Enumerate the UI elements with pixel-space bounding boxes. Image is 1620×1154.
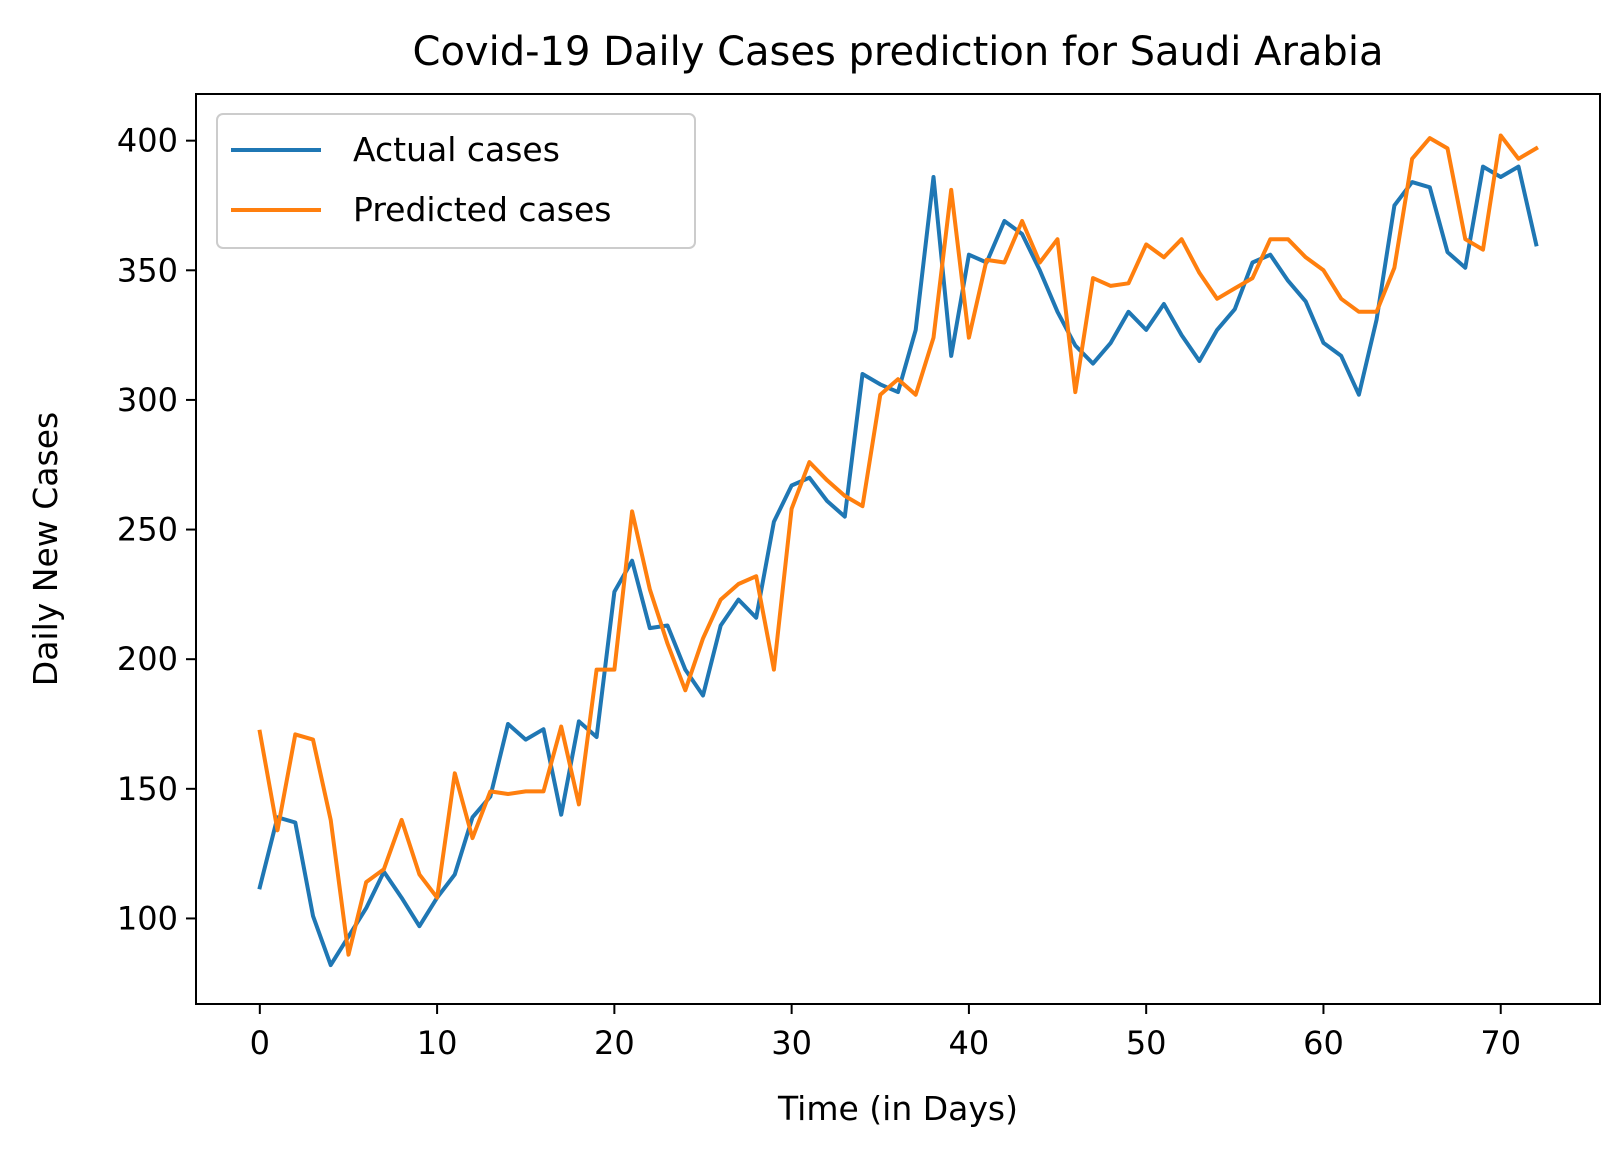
x-tick-label: 50: [1126, 1024, 1167, 1062]
legend-label-actual-cases: Actual cases: [353, 130, 560, 169]
legend: Actual cases Predicted cases: [216, 113, 696, 249]
y-tick-label: 150: [117, 770, 178, 808]
x-tick-label: 70: [1480, 1024, 1521, 1062]
legend-box: [216, 113, 696, 249]
plot-frame: [195, 93, 1601, 1005]
y-tick-label: 250: [117, 511, 178, 549]
x-tick-label: 30: [771, 1024, 812, 1062]
y-tick-label: 400: [117, 122, 178, 160]
series-line-actual-cases: [257, 164, 1539, 968]
x-axis-ticks: 0 10 20 30 40 50 60 70: [250, 1004, 1521, 1062]
y-tick-label: 350: [117, 251, 178, 289]
series-line-predicted-cases: [257, 133, 1539, 957]
x-tick-label: 40: [949, 1024, 990, 1062]
y-tick-label: 200: [117, 640, 178, 678]
series-layer: [257, 133, 1539, 968]
x-tick-label: 0: [250, 1024, 270, 1062]
x-tick-label: 20: [594, 1024, 635, 1062]
x-tick-label: 10: [417, 1024, 458, 1062]
y-tick-label: 300: [117, 381, 178, 419]
y-axis-ticks: 100 150 200 250 300 350 400: [117, 122, 196, 937]
y-tick-label: 100: [117, 899, 178, 937]
x-axis-label: Time (in Days): [777, 1089, 1018, 1128]
legend-label-predicted-cases: Predicted cases: [353, 190, 611, 229]
chart-title: Covid-19 Daily Cases prediction for Saud…: [413, 29, 1384, 75]
x-tick-label: 60: [1303, 1024, 1344, 1062]
y-axis-label: Daily New Cases: [26, 412, 65, 686]
